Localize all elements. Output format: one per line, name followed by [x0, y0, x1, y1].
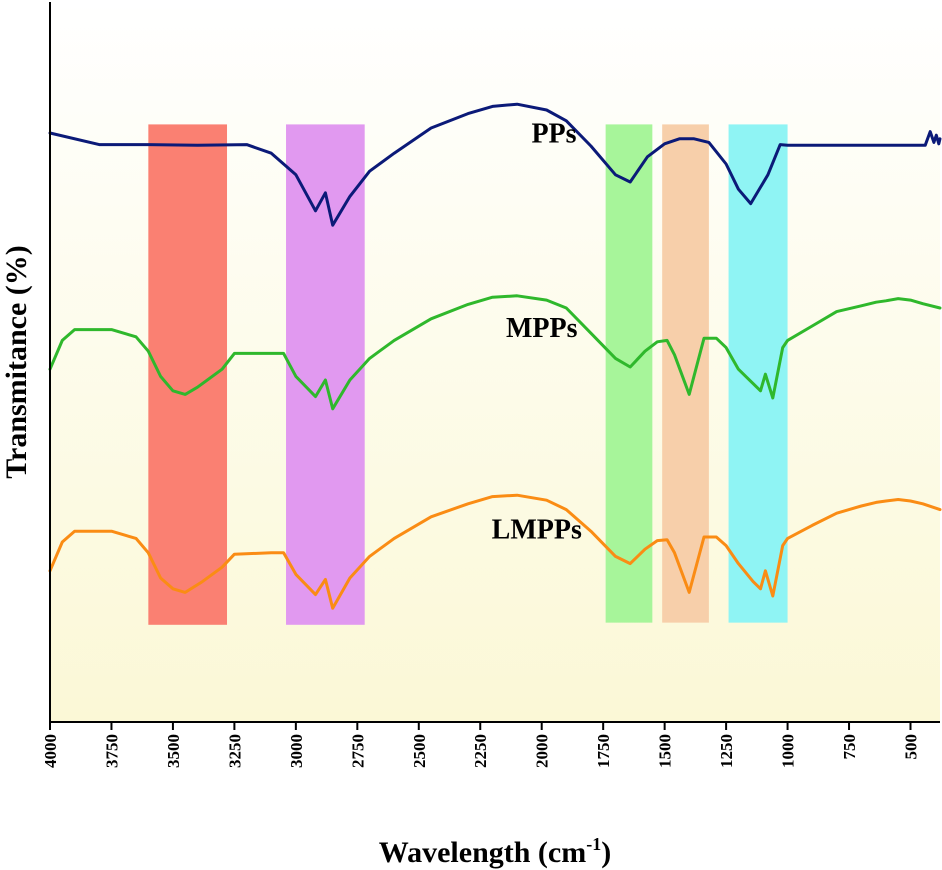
highlight-band-2 [286, 124, 365, 625]
x-axis-title: Wavelength (cm-1) [379, 834, 611, 869]
series-line-mpps [48, 294, 942, 411]
x-tick-label: 1500 [656, 734, 675, 768]
x-tick-label: 3500 [164, 734, 183, 768]
highlight-band-3 [605, 124, 653, 623]
x-tick-label: 3250 [225, 734, 244, 768]
spectrum-series [48, 102, 942, 610]
series-label-mpps: MPPs [506, 313, 578, 344]
x-tick-label: 2250 [471, 734, 490, 768]
y-axis-title: Transmitance (%) [0, 245, 33, 479]
x-tick-label: 1000 [779, 734, 798, 768]
x-tick-label: 1250 [717, 734, 736, 768]
series-label-pps: PPs [531, 118, 576, 149]
series-labels: PPs MPPs LMPPs [492, 118, 582, 545]
highlight-band-4 [662, 124, 709, 623]
series-line-pps [48, 102, 942, 227]
x-tick-label: 3750 [102, 734, 121, 768]
x-tick-label: 2500 [410, 734, 429, 768]
x-tick-label: 1750 [594, 734, 613, 768]
x-axis-ticks: 4000 3750 3500 3250 3000 2750 2500 2250 2000 1750… [41, 722, 920, 768]
x-tick-label: 2000 [533, 734, 552, 768]
x-axis-title-close: ) [601, 836, 611, 869]
x-tick-label: 2750 [348, 734, 367, 768]
series-line-lmpps [48, 493, 942, 610]
x-tick-label: 750 [840, 734, 859, 760]
x-axis-title-text: Wavelength (cm [379, 836, 586, 869]
x-tick-label: 4000 [41, 734, 60, 768]
x-axis-title-sup: -1 [586, 834, 601, 854]
x-tick-label: 3000 [287, 734, 306, 768]
axes [49, 2, 940, 723]
x-tick-label: 500 [901, 734, 920, 760]
series-label-lmpps: LMPPs [492, 514, 582, 545]
